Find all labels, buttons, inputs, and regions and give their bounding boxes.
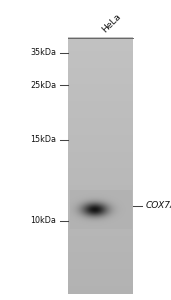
Text: 10kDa: 10kDa xyxy=(31,216,56,225)
Text: COX7A2: COX7A2 xyxy=(145,201,171,210)
Text: 15kDa: 15kDa xyxy=(30,135,56,144)
Text: 35kDa: 35kDa xyxy=(30,48,56,57)
Text: 25kDa: 25kDa xyxy=(30,81,56,90)
Text: HeLa: HeLa xyxy=(101,12,123,34)
